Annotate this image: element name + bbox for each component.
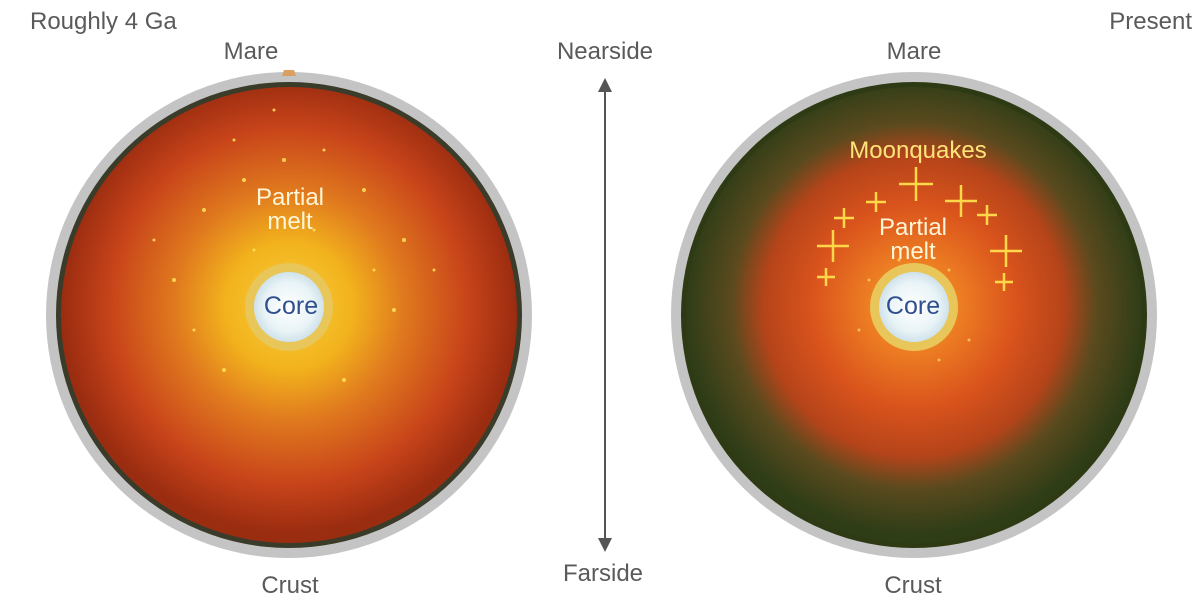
time-label-present: Present <box>1109 8 1192 35</box>
left-mare-label: Mare <box>223 38 279 65</box>
nearside-farside-arrow <box>598 78 612 552</box>
left-partial-melt-label: Partial melt <box>255 184 325 235</box>
left-melt-specks <box>152 108 436 382</box>
left-core-label: Core <box>263 292 319 320</box>
left-moon-cross-section <box>46 70 532 558</box>
left-core <box>254 272 324 342</box>
right-melt-specks <box>857 258 971 362</box>
right-core <box>879 272 949 342</box>
right-mare-label: Mare <box>886 38 942 65</box>
time-label-early: Roughly 4 Ga <box>30 8 177 35</box>
left-crust-label: Crust <box>261 572 319 599</box>
right-moon-cross-section <box>671 72 1157 558</box>
left-mare-plume <box>282 70 296 76</box>
right-crust-label: Crust <box>884 572 942 599</box>
right-core-label: Core <box>885 292 941 320</box>
moonquakes-label: Moonquakes <box>849 137 987 164</box>
right-partial-melt-label: Partial melt <box>878 214 948 265</box>
farside-label: Farside <box>562 560 644 587</box>
nearside-label: Nearside <box>556 38 654 65</box>
moonquake-markers <box>817 167 1022 291</box>
